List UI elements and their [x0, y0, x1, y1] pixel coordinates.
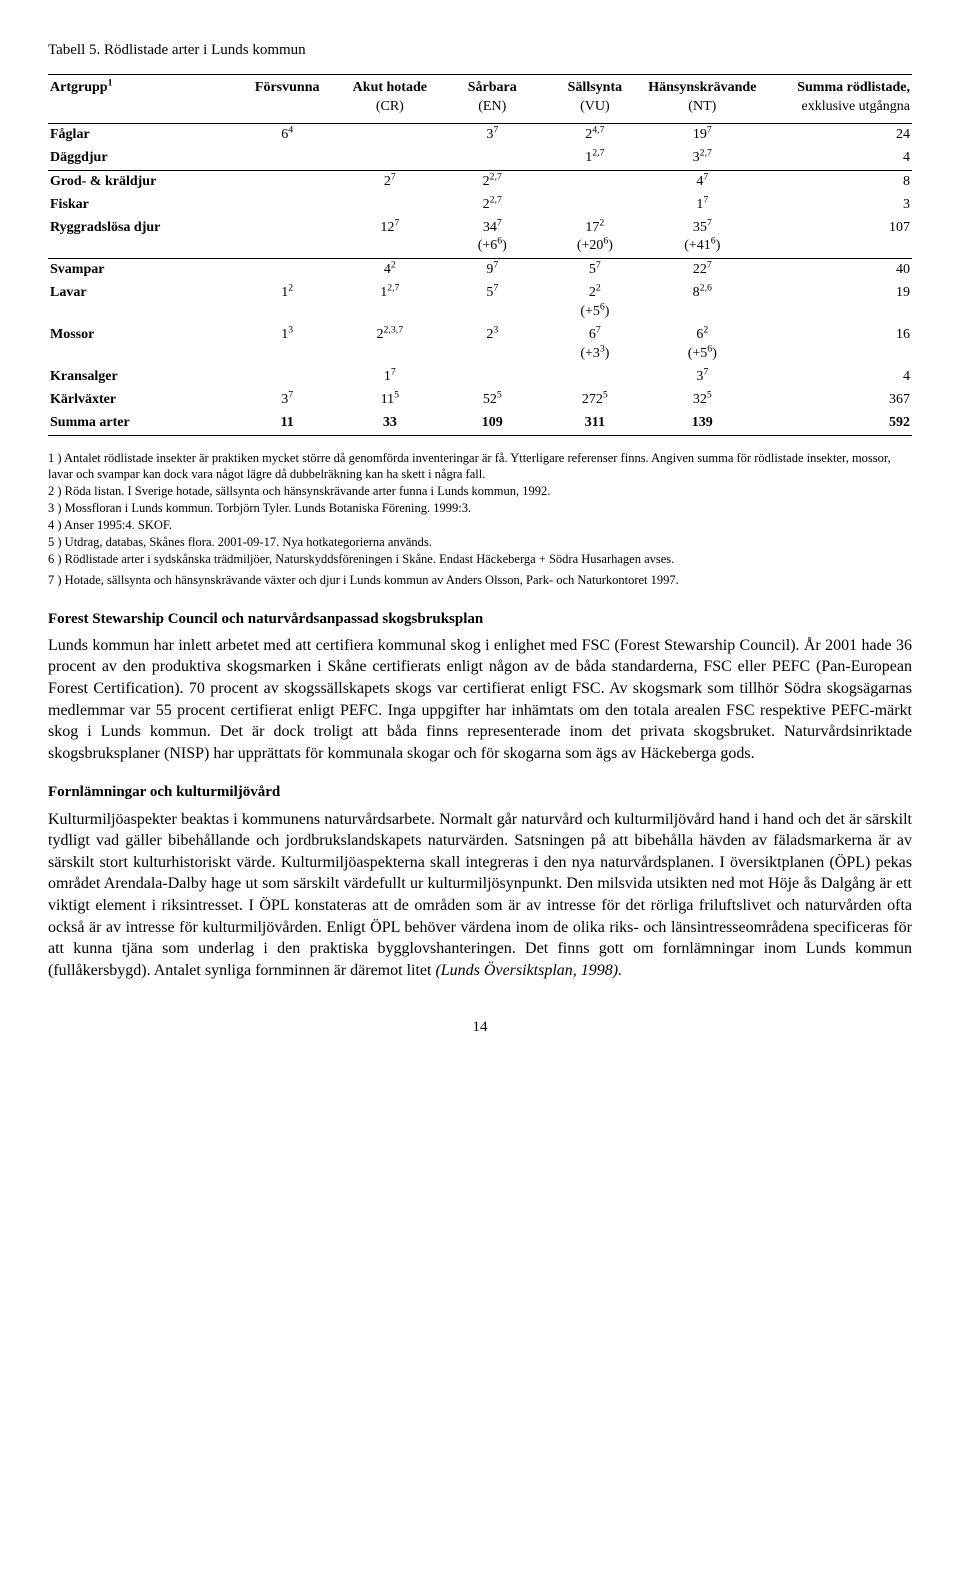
- footnote: 5 ) Utdrag, databas, Skånes flora. 2001-…: [48, 534, 912, 551]
- table-row: Däggdjur 12,7 32,7 4: [48, 147, 912, 170]
- footnote: 1 ) Antalet rödlistade insekter är prakt…: [48, 450, 912, 484]
- table-row: Ryggradslösa djur 127 347(+66) 172(+206)…: [48, 217, 912, 259]
- section-body-fornlamningar: Kulturmiljöaspekter beaktas i kommunens …: [48, 809, 912, 982]
- table-row: Kärlväxter 37 115 525 2725 325 367: [48, 389, 912, 412]
- table-row: Lavar 12 12,7 57 22(+56) 82,6 19: [48, 282, 912, 324]
- section-body-fsc: Lunds kommun har inlett arbetet med att …: [48, 635, 912, 765]
- footnote: 7 ) Hotade, sällsynta och hänsynskrävand…: [48, 572, 912, 589]
- th-en: Sårbara(EN): [441, 75, 544, 124]
- th-forsvunna: Försvunna: [236, 75, 339, 124]
- footnote: 2 ) Röda listan. I Sverige hotade, sälls…: [48, 483, 912, 500]
- footnote: 4 ) Anser 1995:4. SKOF.: [48, 517, 912, 534]
- footnote: 3 ) Mossfloran i Lunds kommun. Torbjörn …: [48, 500, 912, 517]
- th-cr: Akut hotade(CR): [339, 75, 441, 124]
- table-caption: Tabell 5. Rödlistade arter i Lunds kommu…: [48, 40, 912, 60]
- table-row: Fiskar 22,7 17 3: [48, 194, 912, 217]
- redlist-table: Artgrupp1 Försvunna Akut hotade(CR) Sårb…: [48, 74, 912, 435]
- table-row: Mossor 13 22,3,7 23 67(+33) 62(+56) 16: [48, 324, 912, 366]
- table-row: Fåglar 64 37 24,7 197 24: [48, 124, 912, 147]
- table-row: Grod- & kräldjur 27 22,7 47 8: [48, 170, 912, 193]
- th-summa: Summa rödlistade,exklusive utgångna: [758, 75, 912, 124]
- th-artgrupp: Artgrupp1: [48, 75, 236, 124]
- section-heading-fsc: Forest Stewarship Council och naturvårds…: [48, 609, 912, 629]
- section-heading-fornlamningar: Fornlämningar och kulturmiljövård: [48, 782, 912, 802]
- table-footnotes: 1 ) Antalet rödlistade insekter är prakt…: [48, 450, 912, 589]
- table-row-summa: Summa arter 11 33 109 311 139 592: [48, 412, 912, 435]
- th-nt: Hänsynskrävande(NT): [646, 75, 758, 124]
- table-row: Svampar 42 97 57 227 40: [48, 259, 912, 282]
- page-number: 14: [48, 1017, 912, 1037]
- th-vu: Sällsynta(VU): [544, 75, 647, 124]
- footnote: 6 ) Rödlistade arter i sydskånska trädmi…: [48, 551, 912, 568]
- table-row: Kransalger 17 37 4: [48, 366, 912, 389]
